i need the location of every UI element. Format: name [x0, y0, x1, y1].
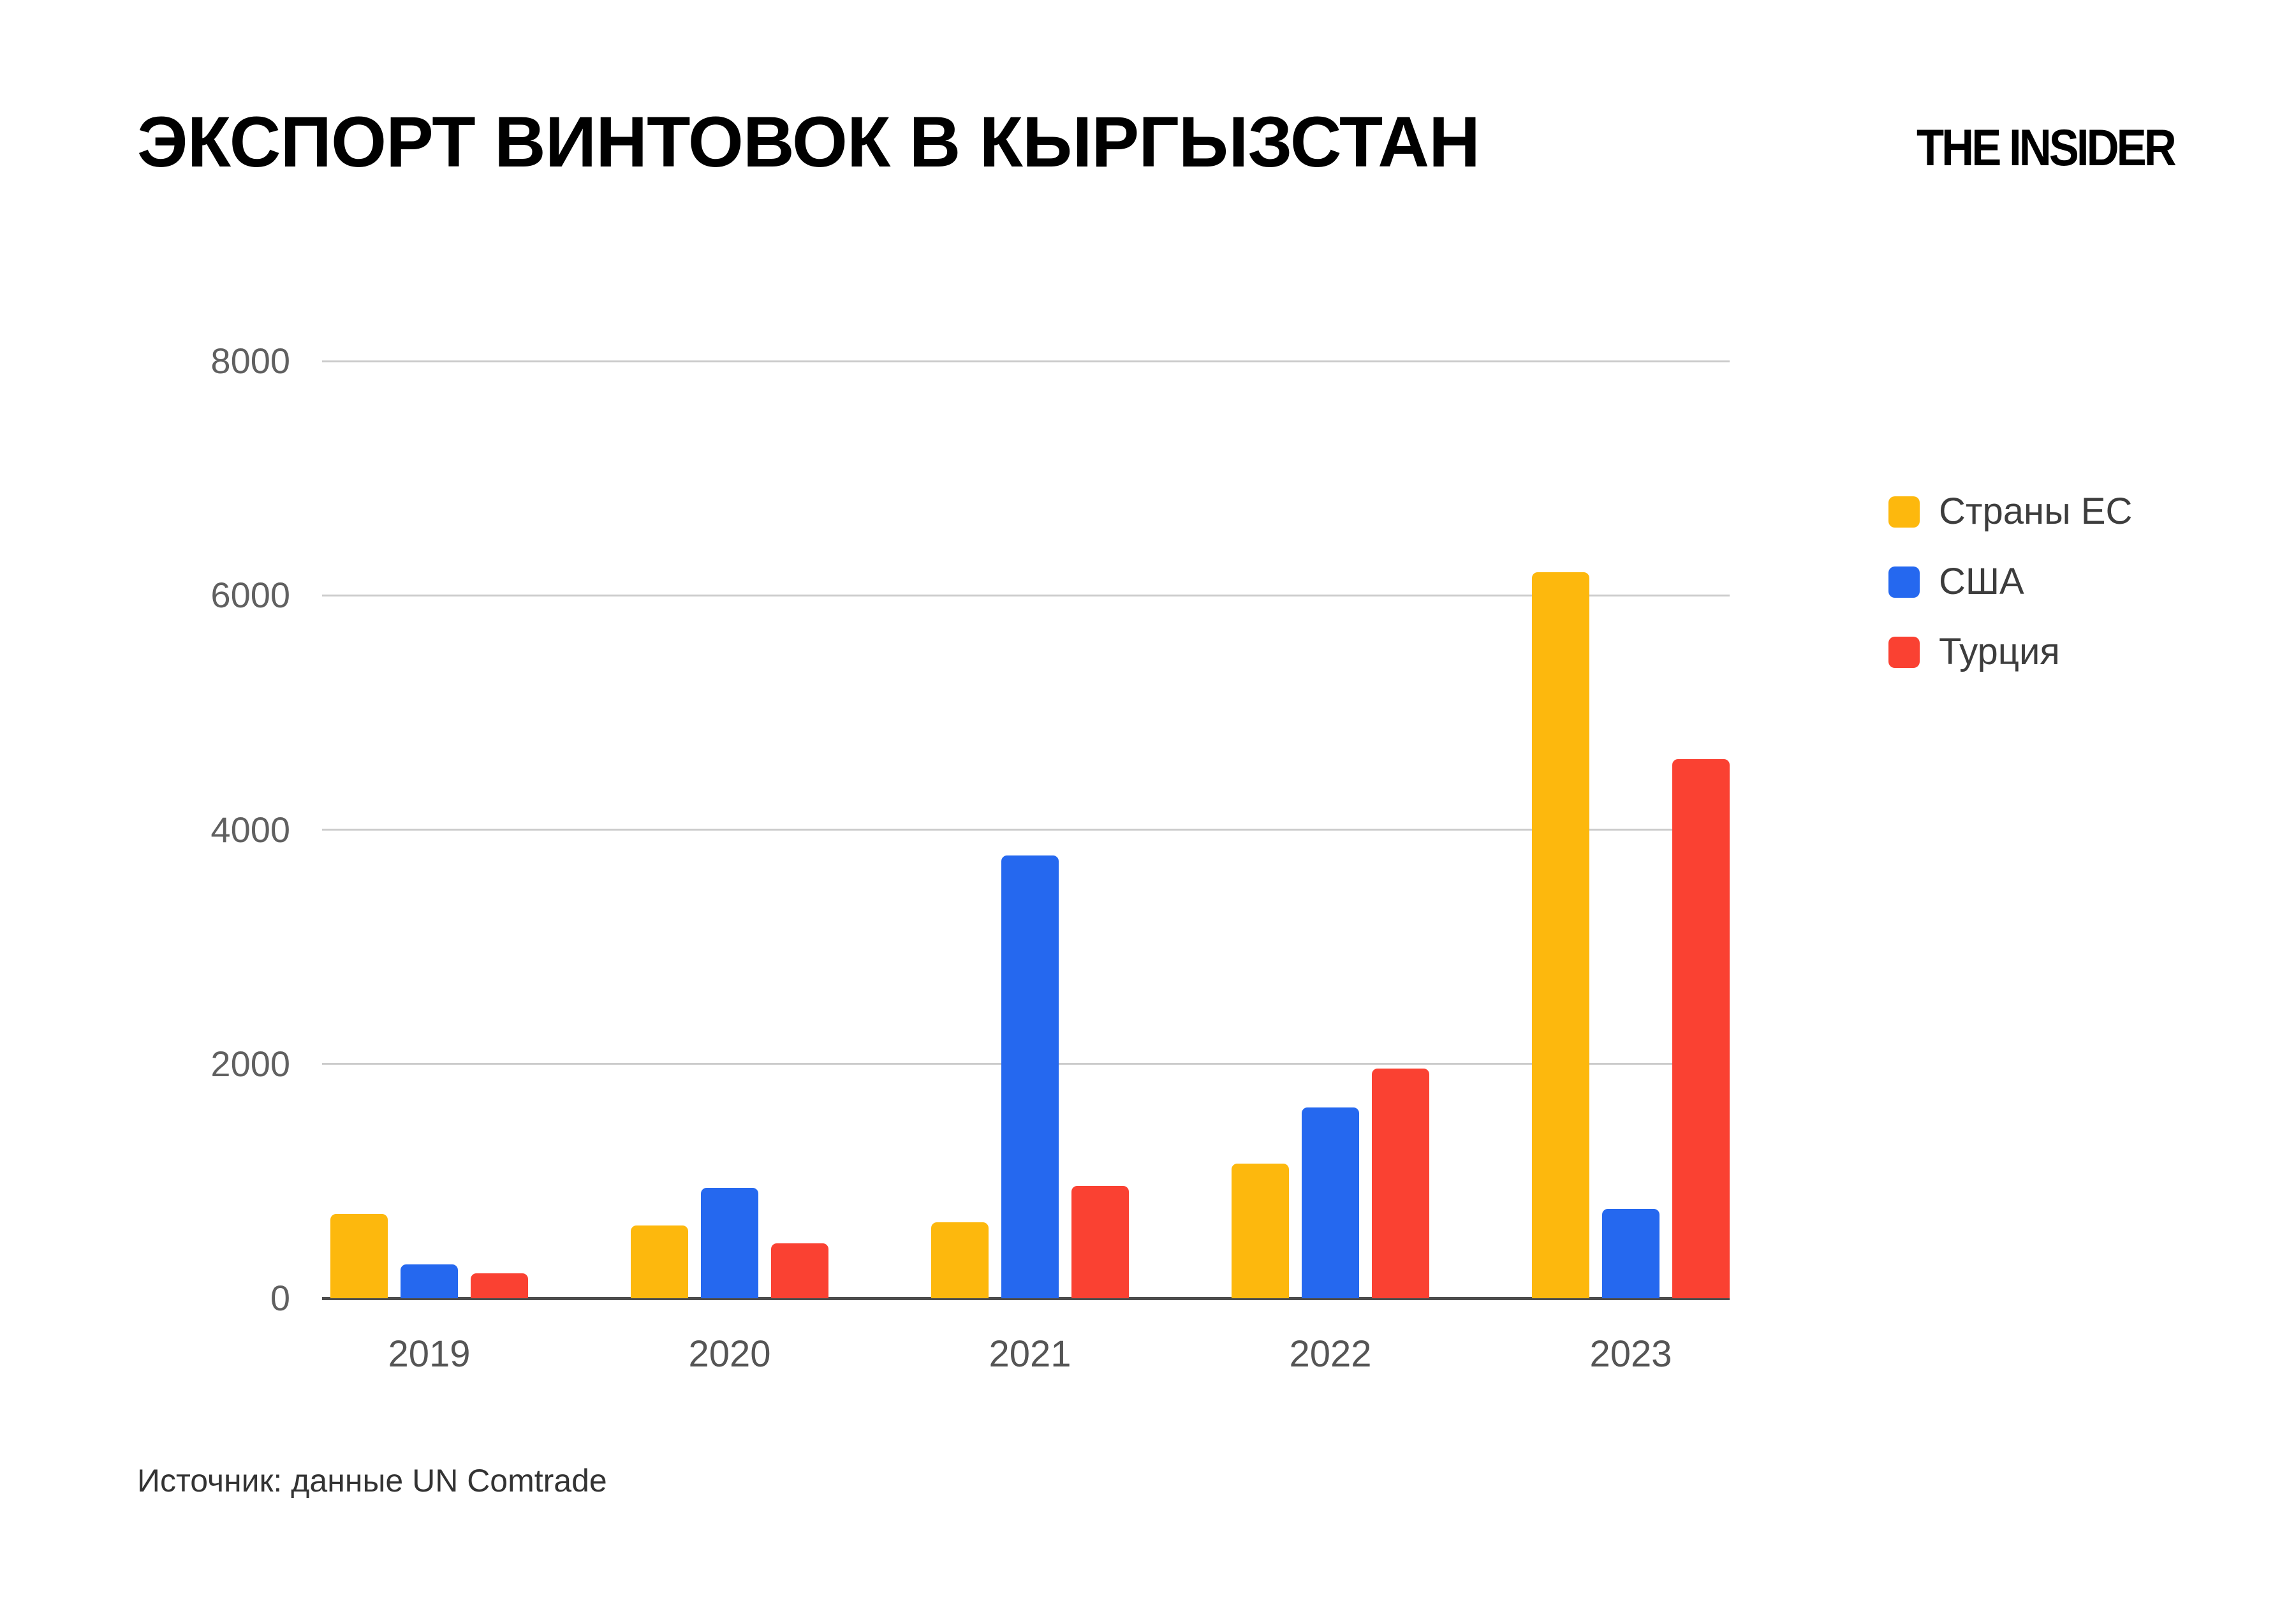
bar-2021-США [1001, 855, 1059, 1298]
bar-2022-Турция [1372, 1069, 1429, 1298]
x-tick-label-2023: 2023 [1589, 1333, 1672, 1375]
x-tick-label-2022: 2022 [1289, 1333, 1372, 1375]
gridline-8000 [322, 360, 1730, 362]
legend-label-Страны ЕС: Страны ЕС [1939, 490, 2133, 532]
legend-item-Страны ЕС: Страны ЕС [1888, 491, 2175, 532]
legend-swatch-США [1888, 566, 1920, 598]
x-axis-line [322, 1296, 1730, 1300]
gridline-6000 [322, 594, 1730, 596]
bar-2022-США [1302, 1107, 1359, 1298]
y-tick-label-2000: 2000 [210, 1043, 290, 1084]
bar-2021-Страны ЕС [931, 1222, 989, 1298]
bar-2019-Страны ЕС [330, 1213, 388, 1298]
chart-title: ЭКСПОРТ ВИНТОВОК В КЫРГЫЗСТАН [137, 102, 1480, 182]
bar-2019-США [401, 1264, 458, 1298]
bar-2020-Страны ЕС [631, 1225, 688, 1298]
bar-2020-США [701, 1188, 758, 1298]
y-tick-label-8000: 8000 [210, 341, 290, 381]
bar-2023-США [1602, 1209, 1659, 1298]
legend-item-США: США [1888, 561, 2175, 602]
y-tick-label-6000: 6000 [210, 575, 290, 616]
x-tick-label-2019: 2019 [388, 1333, 471, 1375]
legend-swatch-Страны ЕС [1888, 496, 1920, 528]
bar-2023-Страны ЕС [1532, 572, 1589, 1298]
the-insider-logo: THE INSIDER [1917, 119, 2177, 177]
legend-swatch-Турция [1888, 637, 1920, 668]
y-tick-label-4000: 4000 [210, 809, 290, 850]
bar-2020-Турция [771, 1243, 828, 1298]
legend-label-Турция: Турция [1939, 630, 2060, 672]
bar-2023-Турция [1672, 759, 1730, 1298]
x-tick-label-2021: 2021 [989, 1333, 1071, 1375]
x-tick-label-2020: 2020 [688, 1333, 771, 1375]
bar-2022-Страны ЕС [1232, 1163, 1289, 1298]
bar-2019-Турция [471, 1273, 528, 1298]
bar-2021-Турция [1071, 1185, 1129, 1298]
legend-label-США: США [1939, 560, 2024, 602]
y-tick-label-0: 0 [270, 1278, 290, 1318]
gridline-4000 [322, 829, 1730, 831]
legend-item-Турция: Турция [1888, 631, 2175, 672]
source-note: Источник: данные UN Comtrade [137, 1463, 607, 1499]
